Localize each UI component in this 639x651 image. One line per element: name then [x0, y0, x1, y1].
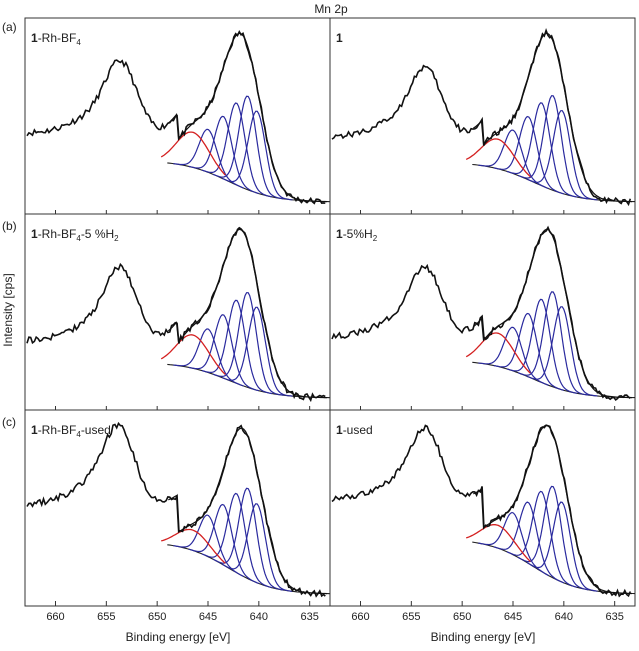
component-peak-5 [173, 328, 244, 387]
x-tick-label: 650 [453, 611, 471, 623]
panel-frame [24, 213, 331, 411]
panel-label: 1 [336, 31, 343, 45]
x-axis-label-left: Binding energy [eV] [126, 630, 231, 644]
component-peak-3 [506, 298, 578, 394]
x-tick-label: 660 [46, 611, 64, 623]
panel-frame [329, 409, 636, 607]
data-points [331, 424, 632, 598]
component-peak-5 [173, 128, 244, 189]
component-peak-4 [188, 115, 259, 195]
panel-c-1: 1-used [329, 409, 636, 607]
data-points [26, 29, 326, 205]
data-points [331, 27, 632, 207]
background-line [472, 163, 635, 203]
fit-envelope [167, 32, 328, 203]
component-peak-5 [173, 514, 244, 578]
component-peak-4 [493, 501, 565, 584]
fit-envelope [168, 427, 328, 595]
x-ticks-group: 660 655 650 645 640 635 660 655 650 645 640 635 [46, 210, 624, 623]
component-peak-2 [212, 292, 284, 396]
component-peak-1 [221, 110, 293, 201]
component-peak-1 [221, 503, 293, 592]
component-peak-4 [493, 115, 564, 195]
component-peak-3 [506, 102, 578, 198]
row-label-c: (c) [2, 415, 16, 429]
data-points [26, 421, 326, 598]
component-peak-5 [478, 511, 549, 577]
component-peak-2 [517, 95, 589, 200]
component-peak-1 [222, 306, 293, 397]
x-axis-label-right: Binding energy [eV] [431, 630, 536, 644]
figure-title: Mn 2p [314, 2, 348, 16]
panel-b-0: 1-Rh-BF4-5 %H2 [24, 213, 331, 411]
row-label-b: (b) [2, 219, 17, 233]
panel-a-1: 1 [329, 17, 636, 215]
component-peak-2 [517, 291, 589, 396]
x-tick-label: 640 [555, 611, 573, 623]
y-axis-label: Intensity [cps] [1, 273, 15, 346]
component-peak-3 [201, 299, 273, 395]
data-points [331, 225, 631, 402]
panel-label: 1-Rh-BF4-used [31, 423, 111, 439]
component-peak-2 [212, 95, 284, 200]
panel-c-0: 1-Rh-BF4-used [24, 409, 331, 607]
component-peak-3 [201, 492, 273, 589]
x-tick-label: 645 [199, 611, 217, 623]
x-tick-label: 650 [148, 611, 166, 623]
x-tick-label: 635 [300, 611, 318, 623]
fit-envelope [472, 228, 633, 399]
fit-envelope [473, 424, 632, 595]
component-peak-1 [526, 110, 598, 201]
component-peak-1 [526, 306, 598, 397]
component-peak-5 [478, 129, 549, 190]
background-line [167, 363, 331, 399]
component-peak-1 [526, 501, 598, 592]
panel-label: 1-Rh-BF4 [31, 31, 81, 47]
panel-b-1: 1-5%H2 [329, 213, 636, 411]
component-peak-5 [478, 326, 549, 386]
panel-frame [329, 213, 636, 411]
component-peak-4 [188, 314, 259, 392]
x-tick-label: 655 [97, 611, 115, 623]
satellite-peak [465, 138, 531, 178]
x-tick-label: 645 [504, 611, 522, 623]
satellite-peak [465, 332, 531, 374]
row-label-a: (a) [2, 20, 17, 34]
panel-a-0: 1-Rh-BF4 [24, 17, 331, 215]
panel-frame [329, 17, 636, 215]
satellite-peak [160, 334, 226, 375]
panels-group: 1-Rh-BF4 1 1-Rh-BF4-5 %H2 1-5%H2 1-Rh-BF4-us… [24, 17, 636, 607]
x-tick-label: 660 [351, 611, 369, 623]
fit-envelope [472, 32, 633, 203]
component-peak-4 [188, 503, 260, 585]
component-peak-4 [493, 312, 564, 391]
panel-label: 1-Rh-BF4-5 %H2 [31, 227, 119, 243]
x-tick-label: 635 [605, 611, 623, 623]
component-peak-3 [201, 102, 273, 198]
fit-envelope [167, 228, 327, 399]
satellite-peak [161, 528, 226, 564]
component-peak-3 [506, 490, 578, 588]
x-tick-label: 640 [250, 611, 268, 623]
x-tick-label: 655 [402, 611, 420, 623]
satellite-peak [466, 523, 531, 562]
background-line [167, 162, 331, 203]
satellite-peak [160, 131, 226, 176]
panel-label: 1-used [336, 423, 373, 437]
background-line [472, 361, 635, 399]
data-points [26, 226, 326, 403]
panel-label: 1-5%H2 [336, 227, 378, 243]
